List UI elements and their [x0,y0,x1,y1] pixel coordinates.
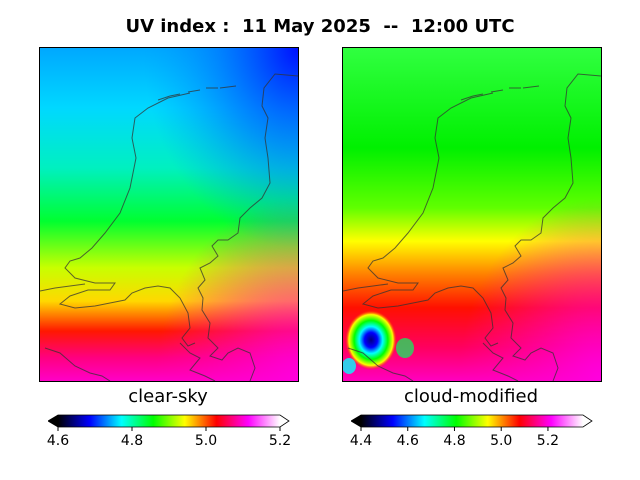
colorbar-extend-min [48,415,58,427]
colorbar-cloud-modified [351,414,593,431]
colorbar-tick-label: 4.4 [349,433,373,449]
colorbar-clear-sky [48,414,290,431]
colorbar-tick-label: 4.6 [396,433,419,449]
uv-map-cloud-modified [343,48,601,381]
panel-label-clear-sky: clear-sky [128,386,208,407]
map-panel-clear-sky [39,47,299,382]
colorbar-extend-min [351,415,361,427]
cloud-reduction-spot [396,338,414,358]
cloud-reduction-spot [345,310,397,370]
colorbar-tick-label: 5.0 [490,433,513,449]
colorbar-tick-label: 4.8 [120,433,144,449]
cloud-reduction-spot [343,358,356,374]
panel-label-cloud-modified: cloud-modified [403,386,539,407]
colorbar-extend-max [583,415,592,427]
colorbar-tick-label: 4.8 [443,433,466,449]
figure-title: UV index : 11 May 2025 -- 12:00 UTC [125,16,515,37]
colorbar-tick-label: 4.6 [46,433,70,449]
colorbar-tick-label: 5.0 [194,433,218,449]
colorbar-extend-max [280,415,289,427]
coastline [343,73,601,381]
map-panel-cloud-modified [342,47,602,382]
uv-field-overlay [40,48,298,381]
colorbar-gradient [58,415,280,427]
uv-map-clear-sky [40,48,298,381]
colorbar-tick-label: 5.2 [268,433,292,449]
colorbar-gradient [361,415,583,427]
colorbar-tick-label: 5.2 [536,433,560,449]
coastline [40,73,298,381]
